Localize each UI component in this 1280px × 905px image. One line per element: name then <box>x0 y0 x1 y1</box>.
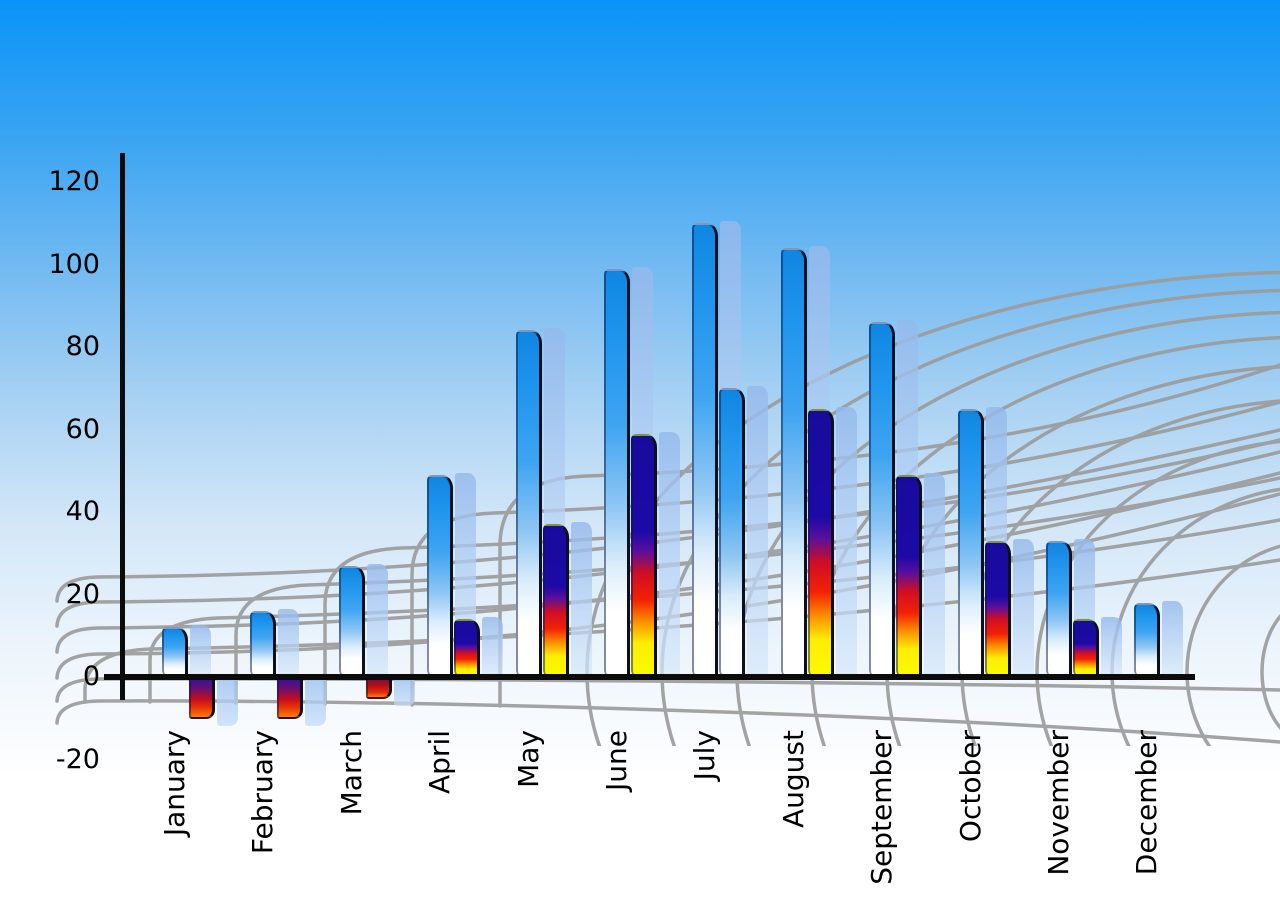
month-label-text: December <box>1130 730 1163 876</box>
bar-main-march <box>339 566 365 677</box>
bar-main-june <box>604 269 630 677</box>
month-label-text: November <box>1042 730 1075 876</box>
y-tick-label--20: -20 <box>55 743 100 775</box>
month-label-text: September <box>865 730 898 885</box>
y-tick-label-120: 120 <box>48 166 100 197</box>
bar-secondary-june <box>631 434 657 677</box>
bar-main-december <box>1134 603 1160 677</box>
bar-main-september <box>869 322 895 677</box>
month-label-text: April <box>423 730 456 794</box>
bar-secondary-january <box>189 678 215 719</box>
month-label-text: February <box>246 730 279 855</box>
bar-main-january <box>162 627 188 677</box>
bar-shadow2-may <box>571 522 592 675</box>
x-axis-line <box>104 674 1195 680</box>
bar-secondary-april <box>454 619 480 677</box>
bar-shadow2-march <box>394 679 415 706</box>
bar-shadow2-april <box>482 617 503 675</box>
bar-main-july <box>692 223 718 677</box>
y-tick-label-0: 0 <box>82 661 100 692</box>
month-label-text: August <box>777 730 810 828</box>
bar-shadow2-january <box>217 679 238 726</box>
bar-main-april <box>427 475 453 677</box>
y-tick-label-40: 40 <box>65 496 100 527</box>
bar-shadow-december <box>1162 601 1183 675</box>
bar-shadow2-september <box>924 473 945 675</box>
bar-main-october <box>958 409 984 677</box>
bar-shadow-march <box>367 564 388 675</box>
bar-shadow2-july <box>747 386 768 675</box>
grid-arc <box>1035 439 1280 746</box>
y-tick-label-100: 100 <box>48 248 100 280</box>
bar-shadow2-february <box>305 679 326 726</box>
bar-shadow2-november <box>1101 617 1122 675</box>
bar-shadow2-june <box>659 432 680 675</box>
grid-arc <box>1185 544 1280 746</box>
grid-arc <box>1260 614 1280 730</box>
bar-secondary-may <box>543 524 569 677</box>
month-label-text: January <box>158 730 191 837</box>
month-label-text: October <box>954 730 987 843</box>
bar-main-february <box>250 611 276 677</box>
month-label-text: March <box>335 730 368 816</box>
bar-main-may <box>516 330 542 677</box>
bar-secondary-september <box>896 475 922 677</box>
month-label-text: June <box>600 730 633 791</box>
bar-shadow-january <box>190 625 211 675</box>
bar-secondary-november <box>1073 619 1099 677</box>
y-tick-label-20: 20 <box>65 578 100 610</box>
bar-main-august <box>781 248 807 677</box>
bar-secondary-august <box>808 409 834 677</box>
bar-shadow2-october <box>1013 539 1034 675</box>
bar-secondary-february <box>277 678 303 719</box>
grid-meridian <box>148 518 1280 704</box>
bar-main-november <box>1046 541 1072 677</box>
bar-secondary-october <box>985 541 1011 677</box>
y-tick-label-80: 80 <box>65 331 100 362</box>
month-label-text: May <box>512 730 545 788</box>
bar-secondary-july <box>719 388 745 677</box>
y-axis-line <box>120 153 125 700</box>
month-label-text: July <box>688 730 721 781</box>
y-tick-label-60: 60 <box>65 413 100 445</box>
grid-band-top <box>55 677 1280 703</box>
bar-shadow-february <box>278 609 299 675</box>
bar-shadow2-august <box>836 407 857 675</box>
bar-secondary-march <box>366 678 392 699</box>
